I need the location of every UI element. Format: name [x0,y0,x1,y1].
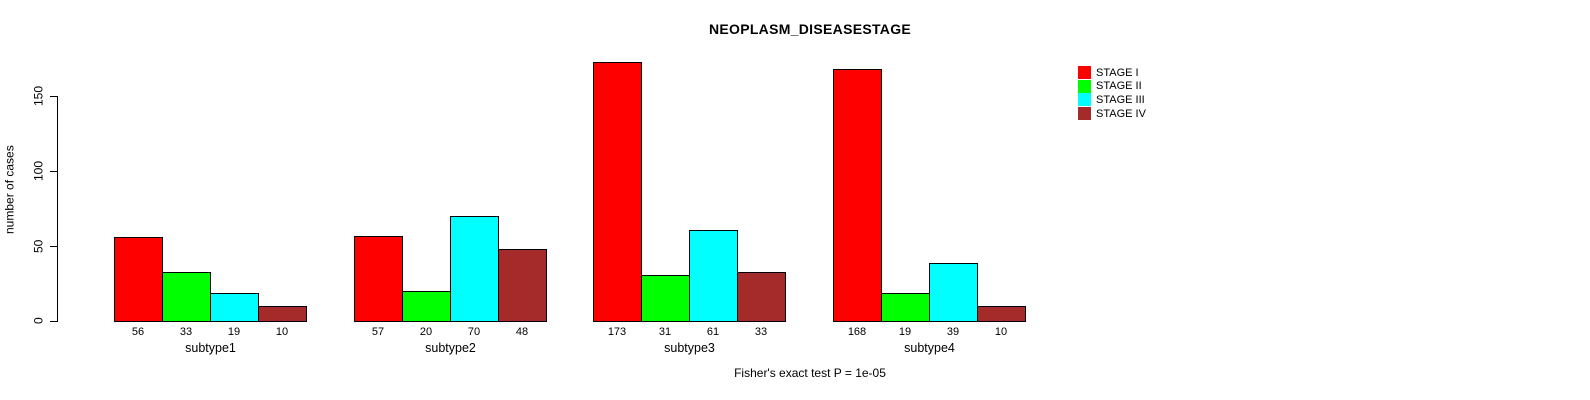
bar-stage-ii [402,291,451,322]
bar-value-label: 70 [467,326,481,338]
footnote-text: Fisher's exact test P = 1e-05 [734,366,886,380]
legend-item: STAGE I [1078,66,1146,79]
y-axis-line [57,96,58,322]
bar-value-label: 56 [131,326,145,338]
bar-stage-iv [498,249,547,322]
legend-label: STAGE I [1096,66,1139,79]
legend-label: STAGE IV [1096,107,1146,120]
legend-label: STAGE II [1096,80,1142,93]
chart-title: NEOPLASM_DISEASESTAGE [708,21,912,37]
x-category-label: subtype1 [185,341,236,355]
bar-value-label: 173 [607,326,627,338]
bar-value-label: 31 [658,326,672,338]
bar-stage-i [593,61,642,322]
bar-stage-iv [737,271,786,322]
legend-swatch [1078,66,1091,79]
legend-label: STAGE III [1096,93,1145,106]
bar-stage-ii [881,292,930,322]
bar-value-label: 48 [515,326,529,338]
y-axis-label: number of cases [2,145,17,235]
bar-value-label: 19 [898,326,912,338]
x-category-label: subtype3 [664,341,715,355]
bar-value-label: 61 [706,326,720,338]
bar-value-label: 33 [179,326,193,338]
bar-stage-ii [641,274,690,322]
bar-value-label: 19 [227,326,241,338]
y-tick [50,321,57,322]
y-tick [50,171,57,172]
bar-value-label: 33 [754,326,768,338]
bar-stage-i [354,235,403,322]
legend: STAGE I STAGE II STAGE III STAGE IV [1078,66,1146,121]
x-category-label: subtype2 [425,341,476,355]
legend-item: STAGE IV [1078,107,1146,121]
legend-item: STAGE II [1078,79,1146,93]
bar-value-label: 168 [847,326,867,338]
bar-value-label: 57 [371,326,385,338]
bar-stage-iii [450,216,499,322]
legend-swatch [1078,79,1091,93]
bar-stage-iii [210,292,259,322]
bar-stage-ii [162,271,211,322]
bar-stage-iii [689,229,738,322]
legend-swatch [1078,107,1091,121]
legend-swatch [1078,93,1091,107]
y-tick-label: 100 [31,160,46,182]
bar-value-label: 20 [419,326,433,338]
y-tick [50,246,57,247]
y-tick-label: 50 [31,239,46,253]
bar-value-label: 10 [994,326,1008,338]
y-tick-label: 150 [31,85,46,107]
bar-stage-i [833,69,882,322]
bar-stage-iv [977,306,1026,322]
bar-stage-i [114,237,163,322]
x-category-label: subtype4 [904,341,955,355]
bar-stage-iii [929,262,978,322]
bar-value-label: 10 [275,326,289,338]
y-tick [50,96,57,97]
bar-stage-iv [258,306,307,322]
legend-item: STAGE III [1078,93,1146,107]
y-tick-label: 0 [31,317,46,325]
bar-value-label: 39 [946,326,960,338]
